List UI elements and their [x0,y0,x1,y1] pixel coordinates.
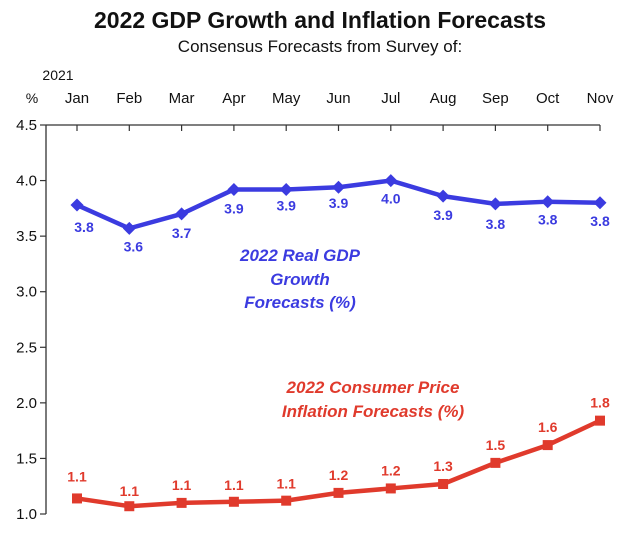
data-label: 3.7 [172,225,192,241]
series-name-line: Growth [270,270,330,289]
data-label: 3.6 [124,238,144,254]
data-point [490,457,501,468]
data-point [436,189,450,203]
data-point [72,493,82,504]
x-tick-label: Aug [430,90,457,107]
series-label-gdp: 2022 Real GDP Growth Forecasts (%) [239,246,361,312]
data-label: 4.0 [381,191,401,207]
data-point [384,174,398,188]
data-point [176,497,187,508]
y-tick-label: 4.0 [16,173,37,190]
data-point [595,415,605,426]
x-tick-label: Oct [536,90,560,107]
y-tick-label: 4.5 [16,117,37,134]
data-label: 1.2 [381,462,401,478]
data-label: 3.8 [590,213,610,229]
series-inflation: 1.1 1.1 1.1 1.1 1.1 1.2 1.2 1.3 1.5 1.6 1.8 [67,395,610,512]
series-name-line: 2022 Consumer Price [286,378,460,397]
y-tick-label: 3.0 [16,284,37,301]
data-label: 1.1 [276,476,296,492]
x-tick-label: Sep [482,90,509,107]
data-point [488,197,502,211]
x-tick-label: Jan [65,90,89,107]
y-tick-label: 2.0 [16,395,37,412]
x-tick-labels: Jan Feb Mar Apr May Jun Jul Aug Sep Oct Nov [65,90,614,107]
series-name-line: Inflation Forecasts (%) [282,402,465,421]
series-name-line: 2022 Real GDP [239,246,361,265]
x-tick-label: Apr [222,90,245,107]
y-tick-label: 1.5 [16,450,37,467]
data-point [541,195,555,209]
data-label: 1.5 [486,437,506,453]
data-label: 3.9 [224,200,244,216]
data-point [333,487,344,498]
x-tick-label: Mar [169,90,195,107]
data-label: 3.8 [486,216,506,232]
data-label: 3.8 [538,212,558,228]
data-point [332,180,345,194]
data-label: 3.9 [276,197,296,213]
data-point [279,182,293,196]
data-label: 1.1 [120,483,140,499]
x-tick-label: Feb [116,90,142,107]
data-label: 1.1 [172,477,192,493]
data-label: 1.3 [433,458,453,474]
data-label: 3.9 [433,207,453,223]
data-label: 1.8 [590,395,610,411]
axes [40,124,601,515]
data-label: 1.6 [538,419,558,435]
data-point [175,207,189,221]
y-tick-label: 2.5 [16,339,37,356]
year-label: 2021 [42,67,73,83]
data-label: 1.1 [224,477,244,493]
data-point [385,483,396,494]
x-tick-label: Nov [587,90,614,107]
x-tick-label: May [272,90,301,107]
data-point [124,501,135,512]
series-layer: 3.83.63.73.9 3.9 3.9 4.03.93.8 3.8 3.81.11.1 1… [67,174,610,512]
data-point [228,496,239,507]
y-tick-label: 1.0 [16,506,37,523]
data-point [593,196,607,210]
data-point [227,182,241,196]
data-label: 1.2 [329,467,349,483]
x-tick-label: Jun [326,90,350,107]
data-label: 3.9 [329,195,349,211]
chart-title: 2022 GDP Growth and Inflation Forecasts [94,7,546,33]
y-tick-labels: 1.0 1.5 2.0 2.5 3.0 3.5 4.0 4.5 [16,117,37,523]
data-label: 1.1 [67,468,87,484]
data-point [542,440,553,451]
data-point [281,495,292,506]
x-tick-label: Jul [381,90,400,107]
data-point [438,478,449,489]
chart-subtitle: Consensus Forecasts from Survey of: [178,37,462,56]
data-label: 3.8 [74,219,94,235]
y-axis-unit: % [26,90,38,106]
series-gdp: 3.8 3.6 3.7 3.9 3.9 3.9 4.0 3.9 3.8 3.8 3.8 [70,174,610,254]
data-point [70,198,84,212]
series-label-inflation: 2022 Consumer Price Inflation Forecasts (… [282,378,465,421]
y-tick-label: 3.5 [16,228,37,245]
data-point [122,221,136,235]
series-name-line: Forecasts (%) [244,293,356,312]
